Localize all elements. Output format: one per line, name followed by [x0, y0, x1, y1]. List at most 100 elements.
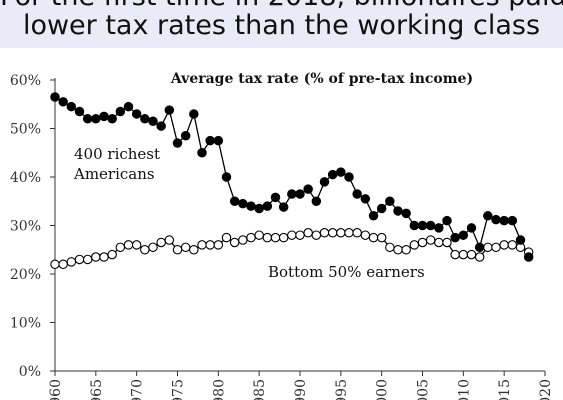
richest-400-point [221, 172, 232, 182]
label-richest-400: 400 richest Americans [73, 145, 160, 183]
series-points [50, 92, 534, 270]
richest-400-point [156, 121, 166, 131]
richest-400-point [278, 202, 289, 212]
bottom-50-point [434, 237, 444, 248]
bottom-50-point [499, 240, 509, 250]
label-bottom-50: Bottom 50% earners [268, 263, 425, 281]
richest-400-point [360, 194, 371, 204]
y-tick-label: 30% [10, 219, 41, 235]
richest-400-point [229, 196, 240, 207]
richest-400-point [172, 138, 183, 148]
richest-400-point [425, 220, 436, 231]
richest-400-point [352, 189, 362, 199]
title-line-2: lower tax rates than the working class [22, 10, 541, 41]
richest-400-point [466, 223, 477, 233]
x-tick-label: 1975 [171, 379, 187, 400]
bottom-50-point [99, 252, 109, 262]
richest-400-point [303, 184, 313, 194]
richest-400-point [164, 105, 175, 115]
bottom-50-point [287, 230, 297, 240]
richest-400-point [491, 214, 501, 225]
bottom-50-point [466, 249, 477, 260]
bottom-50-point [74, 254, 85, 265]
bottom-50-point [474, 252, 485, 262]
richest-400-point [319, 177, 330, 187]
richest-400-point [295, 189, 305, 199]
richest-400-point [99, 111, 109, 122]
bottom-50-point [213, 240, 224, 250]
richest-400-point [91, 114, 101, 124]
bottom-50-point [295, 230, 305, 240]
richest-400-point [409, 220, 420, 231]
x-tick-label: 2020 [538, 379, 554, 400]
bottom-50-point [82, 254, 93, 265]
richest-400-point [376, 203, 387, 214]
y-tick-label: 50% [10, 122, 41, 138]
bottom-50-point [123, 240, 134, 250]
bottom-50-point [491, 242, 501, 253]
bottom-50-point [164, 235, 175, 245]
y-tick-label: 60% [10, 73, 41, 89]
bottom-50-point [450, 249, 460, 260]
richest-400-point [499, 215, 509, 226]
richest-400-point [450, 232, 460, 243]
richest-400-point [507, 215, 518, 226]
bottom-50-point [254, 230, 264, 240]
richest-400-point [393, 206, 403, 216]
bottom-50-point [50, 259, 60, 270]
bottom-50-point [336, 228, 346, 238]
bottom-50-point [115, 242, 126, 253]
richest-400-point [107, 114, 117, 124]
bottom-50-point [344, 228, 354, 238]
bottom-50-point [483, 242, 493, 253]
bottom-50-point [385, 242, 395, 253]
bottom-50-point [221, 232, 232, 243]
bottom-50-point [401, 245, 411, 255]
richest-400-point [287, 189, 297, 199]
richest-400-point [311, 196, 322, 207]
bottom-50-point [197, 240, 207, 250]
richest-400-point [238, 198, 248, 209]
bottom-50-point [246, 232, 256, 243]
x-tick-label: 2010 [456, 379, 472, 400]
bottom-50-point [140, 245, 150, 255]
richest-400-point [50, 92, 60, 102]
title-line-1: For the first time in 2018, billionaires… [0, 0, 563, 12]
bottom-50-point [507, 240, 518, 250]
richest-400-point [148, 116, 158, 126]
bottom-50-point [107, 249, 117, 260]
richest-400-point [189, 109, 199, 119]
richest-400-point [66, 101, 77, 112]
richest-400-point [82, 114, 93, 124]
x-tick-label: 1990 [293, 379, 309, 400]
bottom-50-point [66, 257, 77, 267]
richest-400-point [401, 208, 411, 219]
richest-400-point [483, 211, 493, 221]
y-tick-label: 20% [10, 267, 41, 283]
y-tick-label: 10% [10, 316, 41, 332]
bottom-50-point [238, 235, 248, 245]
bottom-50-point [303, 228, 313, 238]
richest-400-point [515, 235, 526, 245]
richest-400-point [270, 192, 281, 203]
chart-subtitle: Average tax rate (% of pre-tax income) [170, 71, 473, 87]
bottom-50-point [148, 242, 158, 253]
x-tick-label: 1965 [89, 379, 105, 400]
richest-400-point [197, 148, 207, 158]
bottom-50-point [376, 232, 387, 243]
x-tick-label: 2015 [497, 379, 513, 400]
richest-400-point [368, 211, 379, 221]
y-tick-label: 0% [19, 364, 41, 380]
richest-400-point [474, 242, 485, 253]
richest-400-point [434, 223, 444, 233]
bottom-50-point [58, 259, 68, 270]
bottom-50-point [417, 237, 428, 248]
bottom-50-point [368, 232, 379, 243]
bottom-50-point [319, 228, 330, 238]
richest-400-point [385, 196, 395, 207]
richest-400-point [140, 114, 150, 124]
bottom-50-point [360, 230, 371, 240]
richest-400-point [254, 203, 264, 214]
chart-labels: Average tax rate (% of pre-tax income) 40… [73, 71, 473, 281]
richest-400-point [246, 201, 256, 211]
